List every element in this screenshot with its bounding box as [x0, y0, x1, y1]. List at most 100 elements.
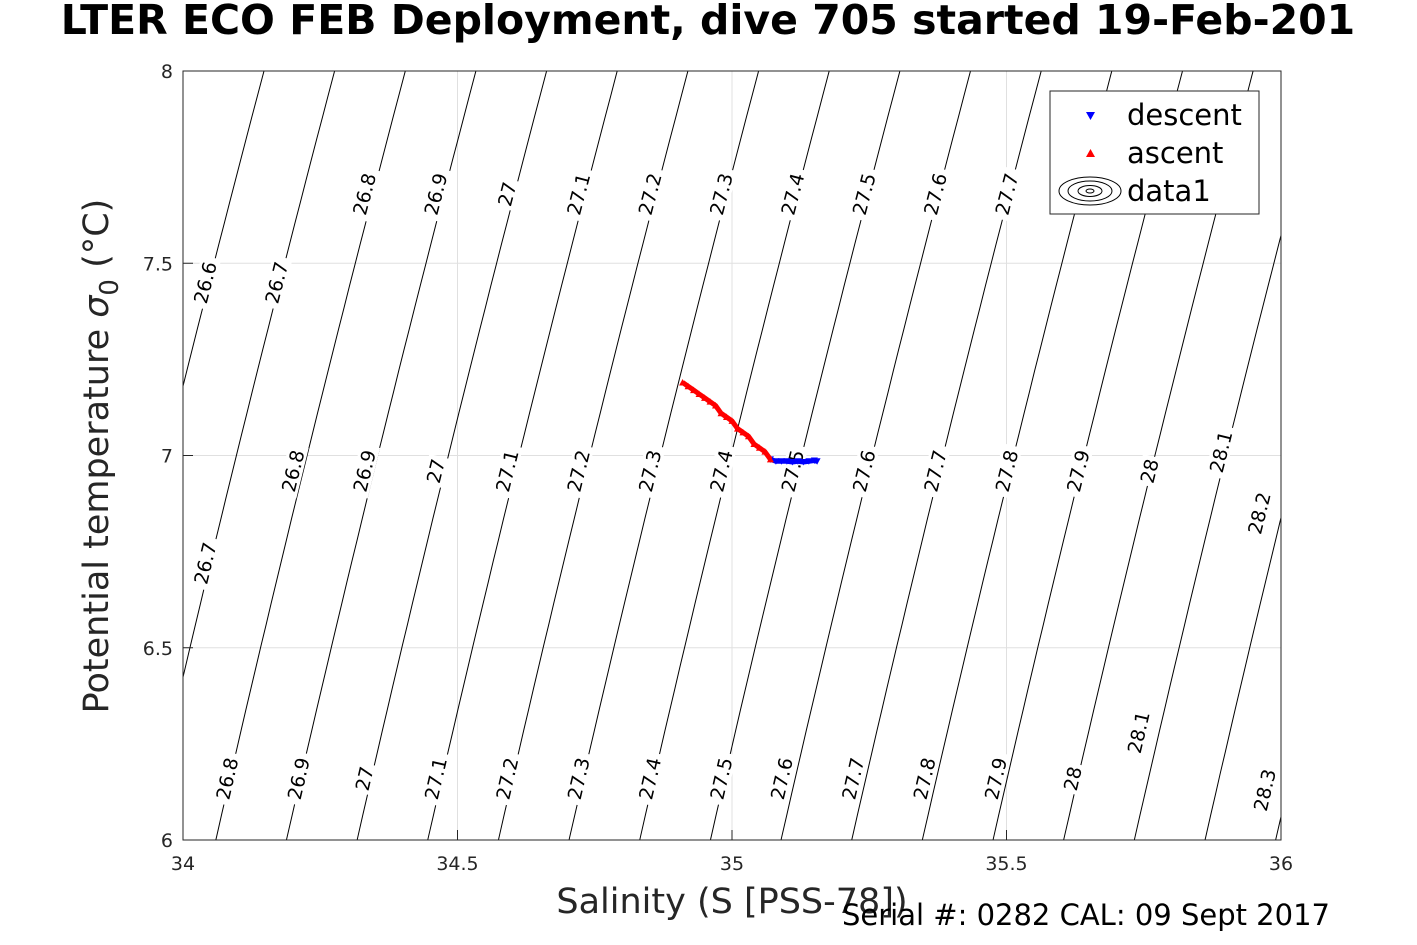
contour-label-text: 27.1: [563, 171, 595, 217]
contour-label-bg: [351, 761, 378, 796]
contour-label: 27.3: [633, 443, 666, 499]
contour-label-text: 28: [1137, 457, 1164, 486]
contour-label-bg: [1248, 762, 1281, 818]
contour-label-text: 27.4: [706, 448, 737, 494]
contour-label-bg: [490, 443, 523, 499]
contour-label-bg: [704, 166, 738, 222]
y-tick-label: 8: [161, 61, 173, 83]
contour-label-text: 26.9: [284, 756, 315, 802]
serial-caption: Serial #: 0282 CAL: 09 Sept 2017: [842, 898, 1330, 932]
y-tick-label: 7.5: [143, 253, 173, 275]
contour-label-text: 27.8: [992, 448, 1023, 494]
y-tick-label: 7: [161, 446, 173, 468]
isopycnal-line: [183, 71, 336, 680]
contour-label-bg: [211, 750, 243, 807]
contour-label-bg: [919, 443, 952, 499]
contour-label-bg: [979, 750, 1012, 807]
isopycnal-line: [1408, 33, 1417, 879]
contour-label: 26.8: [276, 443, 310, 499]
contour-label: 27.4: [634, 750, 666, 807]
contour-label: 27: [422, 453, 450, 488]
contour-label-text: 27.3: [564, 756, 595, 802]
contour-label: 27.4: [776, 166, 809, 222]
contour-label-text: 26.6: [190, 260, 222, 306]
contour-label-text: 27.9: [1063, 448, 1094, 494]
contour-label-bg: [847, 166, 880, 222]
contour-label-bg: [491, 750, 523, 807]
contour-label-bg: [1061, 443, 1094, 499]
contour-labels: 26.6 26.7 26.8 26.9 27 27.1 27.2 27.3 27.4 27.5 27…: [188, 166, 1281, 818]
legend-descent-label: descent: [1127, 98, 1242, 132]
isopycnal-line: [356, 71, 548, 840]
contour-label-text: 26.9: [349, 448, 380, 494]
contour-label-text: 27.4: [777, 171, 809, 217]
contour-label: 27.2: [491, 750, 523, 807]
contour-label-bg: [282, 750, 314, 807]
y-label-subscript: 0: [95, 279, 125, 296]
y-label-sigma: σ: [77, 294, 117, 318]
contour-label-text: 27: [423, 457, 450, 486]
contour-label-text: 27: [352, 764, 379, 793]
contour-label-bg: [189, 535, 221, 591]
contour-label-text: 27.3: [635, 448, 666, 494]
contour-label: 28.1: [1122, 704, 1155, 760]
contour-label-bg: [1243, 485, 1275, 541]
contour-label-bg: [1059, 761, 1086, 796]
contour-label-text: 27.6: [767, 756, 798, 802]
legend: descent ascent data1: [1049, 90, 1260, 215]
descent-trace: [769, 456, 818, 465]
contour-label: 26.7: [260, 254, 293, 311]
contour-label: 27.1: [562, 166, 595, 222]
contour-label-text: 26.7: [190, 540, 221, 586]
contour-label-text: 27.7: [992, 171, 1024, 217]
y-label-main: Potential temperature: [77, 318, 117, 714]
contour-label: 28: [1135, 453, 1164, 488]
legend-data1-label: data1: [1127, 174, 1211, 208]
contour-label-text: 26.7: [261, 260, 293, 306]
contour-label-text: 26.8: [349, 171, 381, 217]
isopycnal-line: [183, 71, 265, 389]
y-tick-label: 6: [161, 830, 173, 852]
contour-label-bg: [776, 443, 809, 499]
ascent-trace: [681, 380, 773, 461]
contour-label: 27.6: [847, 443, 881, 499]
x-tick-label: 35.5: [985, 853, 1027, 875]
contour-label-text: 26.8: [212, 756, 243, 802]
contour-label-text: 26.9: [421, 171, 453, 217]
contour-label-text: 27.9: [981, 756, 1012, 802]
contour-label: 28.1: [1204, 424, 1237, 480]
contour-label-text: 27.6: [849, 448, 880, 494]
x-tick-label: 36: [1269, 853, 1293, 875]
contour-label: 27: [493, 176, 522, 212]
contour-label-text: 28: [1060, 764, 1087, 793]
contour-label-text: 28.3: [1250, 767, 1281, 813]
contour-label-text: 27.2: [564, 448, 595, 494]
contour-label: 27.2: [562, 443, 595, 499]
contour-label-bg: [276, 443, 309, 499]
contour-label: 27.3: [562, 750, 595, 807]
contour-label: 26.7: [189, 535, 222, 591]
contour-label: 27: [351, 761, 379, 796]
legend-descent-marker: [1086, 112, 1095, 120]
contour-label-bg: [188, 254, 222, 311]
contour-label-bg: [1135, 453, 1163, 488]
contour-label-bg: [765, 750, 797, 807]
contour-label-bg: [348, 166, 381, 222]
contour-label-text: 27.3: [706, 171, 738, 217]
contour-label: 28.3: [1248, 762, 1281, 818]
contour-label-bg: [348, 443, 381, 499]
contour-label-bg: [633, 166, 666, 222]
contour-label-bg: [1204, 424, 1237, 480]
contour-label-bg: [633, 443, 666, 499]
contour-label-bg: [705, 443, 737, 499]
contour-label: 27.6: [765, 750, 798, 807]
contour-label-bg: [908, 750, 940, 807]
contour-label-bg: [419, 166, 452, 222]
contour-label: 27.2: [633, 166, 667, 222]
contour-label-text: 27.5: [849, 171, 881, 217]
contour-label: 27.3: [704, 166, 738, 222]
contour-label-bg: [705, 750, 737, 807]
contour-label-bg: [918, 166, 952, 222]
contour-label-text: 27.5: [706, 756, 737, 802]
